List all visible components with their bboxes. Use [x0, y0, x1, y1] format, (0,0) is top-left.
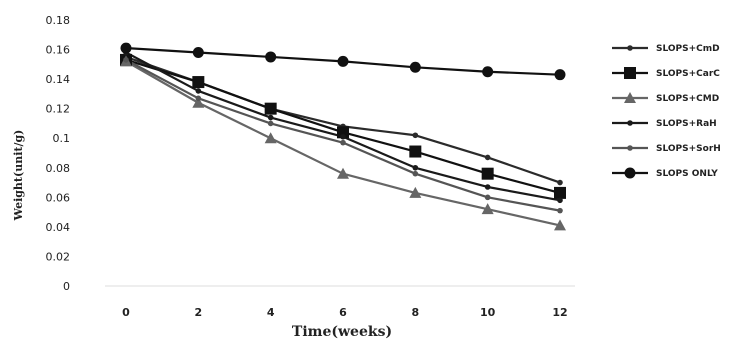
x-tick-label: 0 [122, 306, 130, 319]
data-point [409, 61, 421, 73]
series-markers [120, 42, 566, 231]
legend-item: SLOPS+CMD [612, 92, 719, 104]
legend-marker [624, 67, 636, 79]
data-point [481, 203, 494, 215]
legend-item: SLOPS+CmD [612, 44, 720, 54]
data-point [265, 51, 277, 63]
data-point [554, 219, 566, 231]
legend-label: SLOPS+RaH [656, 119, 717, 129]
data-point [554, 186, 566, 199]
data-point [123, 57, 129, 63]
data-point [412, 164, 419, 171]
x-axis-title: Time(weeks) [292, 324, 392, 340]
legend-item: SLOPS+RaH [612, 119, 717, 129]
data-point [267, 114, 274, 121]
data-point [192, 47, 204, 59]
data-point [409, 186, 422, 198]
data-point [195, 88, 202, 94]
y-tick-label: 0.02 [46, 250, 71, 263]
legend-marker [624, 167, 636, 179]
y-axis-ticks: 0 0.02 0.04 0.06 0.08 0.1 0.12 0.14 0.16 0.18 [46, 14, 71, 293]
data-point [412, 170, 419, 177]
legend-label: SLOPS+SorH [656, 144, 721, 154]
data-point [557, 207, 563, 214]
y-tick-label: 0 [63, 280, 70, 293]
legend-marker [627, 120, 633, 126]
y-tick-label: 0.16 [46, 44, 71, 57]
data-point [557, 197, 563, 204]
data-point [484, 194, 491, 201]
data-point [340, 133, 346, 140]
legend-label: SLOPS+CarC [656, 69, 720, 79]
y-tick-label: 0.04 [46, 221, 71, 234]
data-point [337, 55, 349, 67]
legend-marker [624, 92, 636, 103]
data-point [192, 96, 205, 108]
x-tick-label: 2 [195, 306, 203, 319]
y-tick-label: 0.14 [46, 73, 71, 86]
data-point [484, 184, 491, 190]
data-point [267, 120, 274, 127]
data-point [195, 95, 202, 102]
data-point [337, 126, 349, 139]
y-tick-label: 0.18 [46, 14, 71, 27]
legend-marker [627, 45, 633, 51]
data-point [264, 102, 277, 115]
x-axis-ticks: 0 2 4 6 8 10 12 [122, 306, 567, 319]
y-tick-label: 0.08 [46, 162, 71, 175]
data-point [340, 139, 346, 146]
legend-label: SLOPS+CMD [656, 94, 719, 104]
legend: SLOPS+CmD SLOPS+CarC SLOPS+CMD SLOPS+RaH SLO… [612, 44, 721, 179]
data-point [484, 154, 491, 161]
y-tick-label: 0.06 [46, 191, 71, 204]
data-point [264, 132, 277, 144]
data-point [409, 145, 422, 158]
data-point [482, 66, 494, 78]
legend-label: SLOPS+CmD [656, 44, 720, 54]
x-tick-label: 8 [412, 306, 420, 319]
x-tick-label: 10 [480, 306, 496, 319]
y-tick-label: 0.12 [46, 103, 71, 116]
series-line-1 [125, 55, 561, 184]
x-tick-label: 6 [339, 306, 347, 319]
x-tick-label: 12 [552, 306, 567, 319]
y-tick-label: 0.1 [53, 132, 71, 145]
x-tick-label: 4 [267, 306, 275, 319]
data-point [192, 76, 205, 89]
legend-label: SLOPS ONLY [656, 169, 718, 179]
data-point [557, 179, 563, 186]
legend-item: SLOPS+SorH [612, 144, 721, 154]
data-point [554, 69, 566, 81]
data-point [412, 132, 419, 139]
legend-marker [627, 145, 633, 151]
y-axis-title: Weight(unit/g) [12, 130, 25, 222]
data-point [120, 42, 132, 54]
data-point [337, 167, 349, 179]
data-point [481, 167, 494, 180]
legend-item: SLOPS+CarC [612, 67, 720, 79]
legend-item: SLOPS ONLY [612, 167, 718, 179]
